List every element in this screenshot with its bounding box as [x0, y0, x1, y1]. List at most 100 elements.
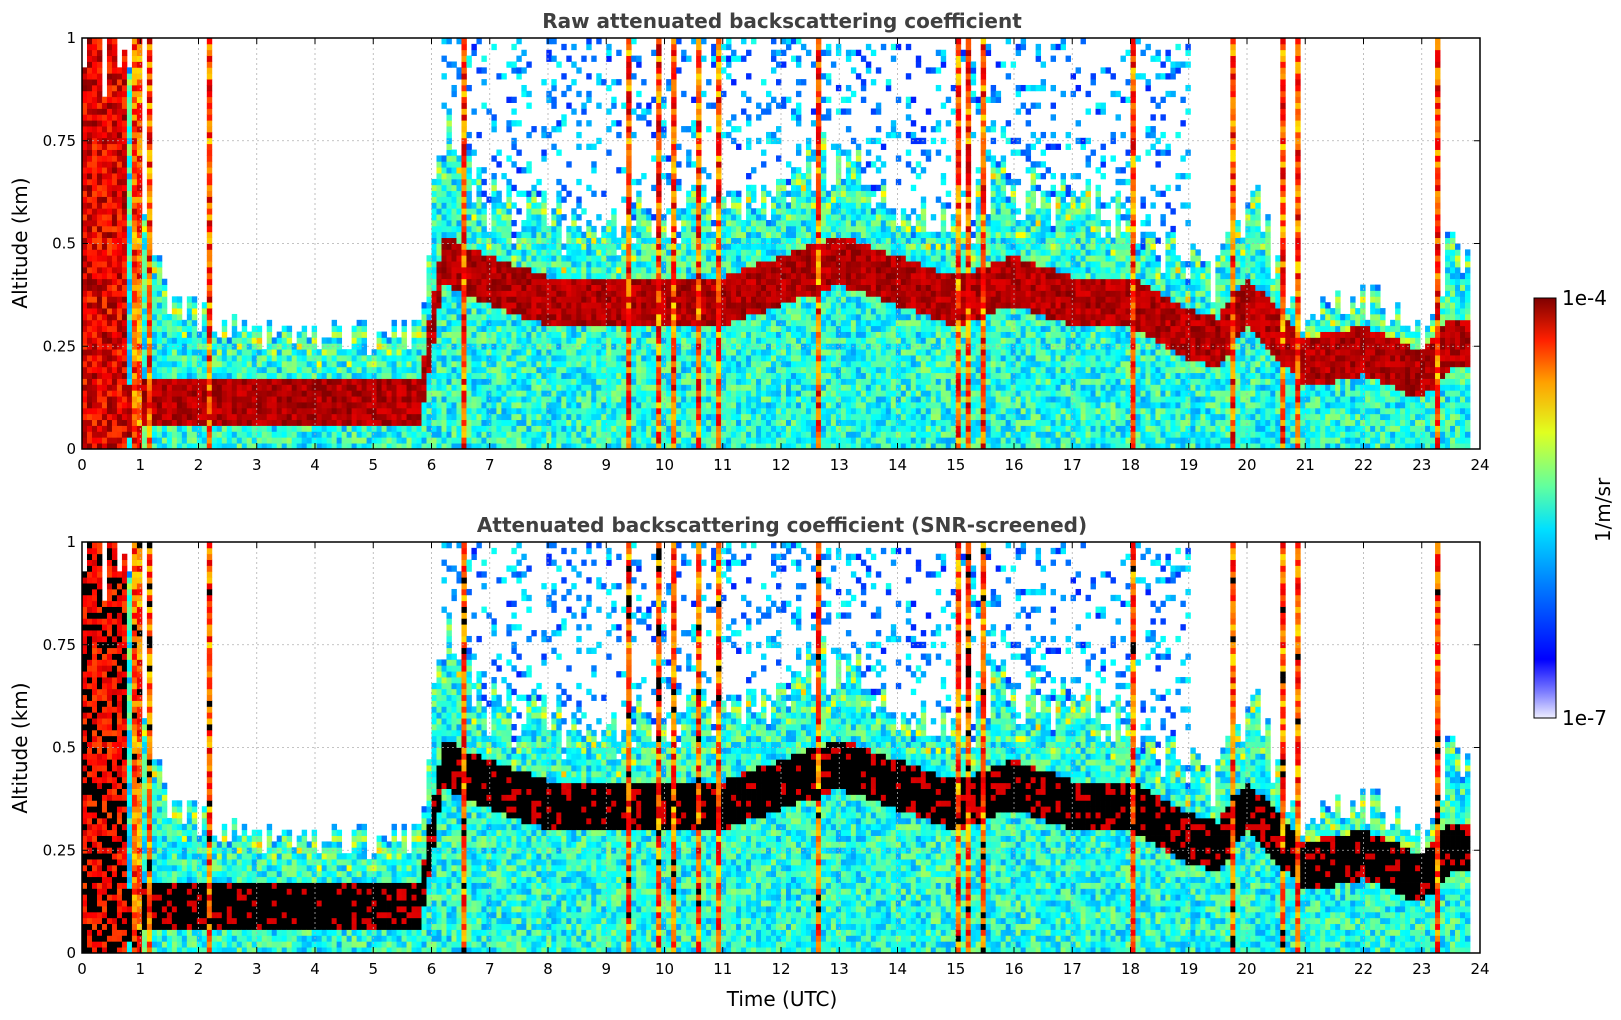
heatmap-cell — [116, 331, 123, 338]
heatmap-cell — [561, 331, 567, 338]
heatmap-cell — [291, 425, 298, 432]
heatmap-cell — [206, 67, 213, 74]
heatmap-cell — [211, 402, 218, 409]
heatmap-cell — [696, 243, 702, 250]
heatmap-cell — [611, 407, 617, 415]
heatmap-cell — [546, 38, 552, 45]
heatmap-cell — [571, 396, 577, 403]
heatmap-cell — [171, 296, 178, 303]
heatmap-cell — [711, 419, 717, 426]
heatmap-cell — [516, 149, 522, 156]
heatmap-cell — [491, 220, 497, 227]
heatmap-cell — [191, 396, 198, 403]
heatmap-cell — [316, 372, 323, 379]
heatmap-cell — [396, 343, 402, 350]
heatmap-cell — [641, 261, 647, 268]
heatmap-cell — [91, 425, 98, 432]
heatmap-cell — [636, 407, 642, 415]
heatmap-cell — [601, 272, 607, 280]
heatmap-cell — [266, 355, 273, 362]
heatmap-cell — [471, 49, 477, 57]
heatmap-cell — [641, 355, 647, 362]
heatmap-cell — [651, 255, 657, 262]
heatmap-cell — [616, 131, 622, 139]
heatmap-cell — [691, 407, 697, 415]
heatmap-cell — [546, 284, 552, 291]
heatmap-cell — [446, 202, 452, 209]
heatmap-cell — [86, 302, 93, 309]
heatmap-cell — [176, 349, 183, 356]
heatmap-cell — [491, 302, 497, 309]
heatmap-cell — [116, 167, 123, 174]
heatmap-cell — [661, 237, 667, 244]
heatmap-cell — [646, 313, 652, 321]
heatmap-cell — [141, 390, 148, 397]
heatmap-cell — [441, 372, 447, 379]
heatmap-cell — [146, 419, 153, 426]
heatmap-cell — [91, 90, 98, 98]
heatmap-cell — [671, 38, 677, 45]
heatmap-cell — [421, 384, 427, 391]
heatmap-cell — [146, 55, 153, 62]
heatmap-cell — [536, 355, 542, 362]
heatmap-cell — [191, 425, 198, 432]
heatmap-cell — [681, 261, 687, 268]
heatmap-cell — [491, 325, 497, 332]
heatmap-cell — [596, 384, 602, 391]
heatmap-cell — [86, 173, 93, 180]
heatmap-cell — [546, 237, 552, 244]
heatmap-cell — [611, 290, 617, 297]
heatmap-cell — [701, 425, 707, 432]
heatmap-cell — [446, 137, 452, 145]
heatmap-cell — [136, 331, 143, 338]
heatmap-cell — [281, 402, 288, 409]
heatmap-cell — [571, 296, 577, 303]
heatmap-cell — [381, 360, 387, 368]
heatmap-cell — [181, 319, 188, 327]
heatmap-cell — [616, 349, 622, 356]
heatmap-cell — [461, 196, 467, 203]
heatmap-cell — [701, 184, 707, 192]
heatmap-cell — [96, 331, 103, 338]
heatmap-cell — [166, 390, 173, 397]
heatmap-cell — [366, 390, 372, 397]
heatmap-cell — [161, 325, 168, 332]
heatmap-cell — [641, 396, 647, 403]
heatmap-cell — [271, 366, 278, 374]
heatmap-cell — [216, 443, 223, 449]
heatmap-cell — [636, 202, 642, 209]
heatmap-cell — [101, 402, 108, 409]
heatmap-cell — [291, 419, 298, 426]
heatmap-cell — [91, 231, 98, 239]
heatmap-cell — [661, 319, 667, 327]
heatmap-cell — [431, 237, 437, 244]
heatmap-cell — [576, 337, 582, 344]
heatmap-cell — [671, 266, 677, 274]
heatmap-cell — [391, 419, 397, 426]
heatmap-cell — [401, 419, 407, 426]
heatmap-cell — [461, 114, 467, 121]
heatmap-cell — [581, 302, 587, 309]
heatmap-cell — [476, 190, 482, 197]
heatmap-cell — [716, 313, 722, 321]
heatmap-cell — [431, 325, 437, 332]
heatmap-cell — [516, 390, 522, 397]
heatmap-cell — [471, 243, 477, 250]
heatmap-cell — [451, 296, 457, 303]
heatmap-cell — [451, 90, 457, 98]
heatmap-cell — [506, 390, 512, 397]
heatmap-cell — [531, 325, 537, 332]
heatmap-cell — [526, 355, 532, 362]
heatmap-cell — [82, 355, 88, 362]
heatmap-cell — [431, 225, 437, 233]
heatmap-cell — [406, 437, 412, 444]
heatmap-cell — [231, 413, 238, 421]
heatmap-cell — [441, 272, 447, 280]
heatmap-cell — [521, 90, 527, 98]
heatmap-cell — [421, 319, 427, 327]
heatmap-cell — [656, 161, 662, 168]
heatmap-cell — [666, 384, 672, 391]
heatmap-cell — [576, 331, 582, 338]
heatmap-cell — [696, 419, 702, 426]
heatmap-cell — [671, 214, 677, 221]
